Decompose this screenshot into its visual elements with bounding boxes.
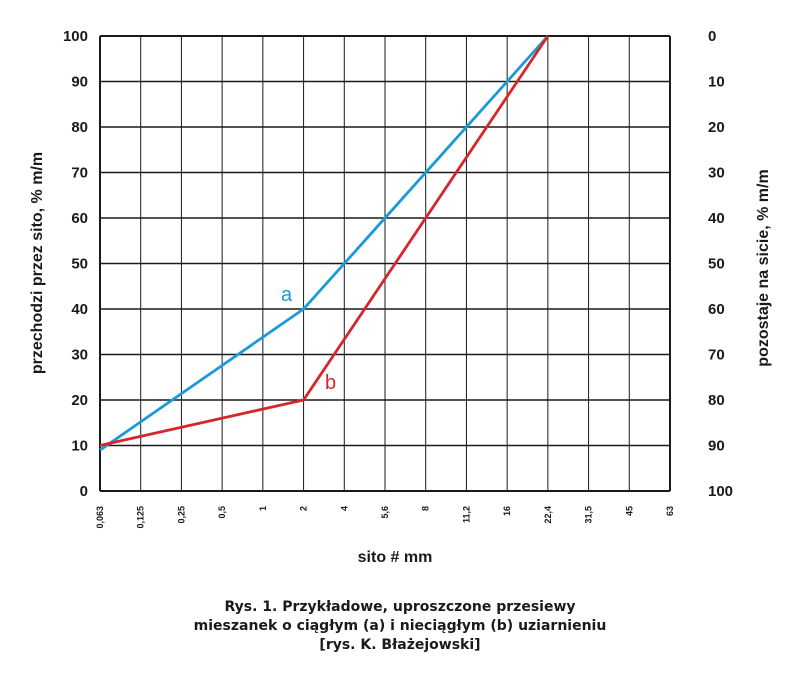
y-tick-label-right: 0: [708, 28, 716, 45]
figure-caption: Rys. 1. Przykładowe, uproszczone przesie…: [0, 598, 800, 655]
series-line-a: [99, 35, 549, 452]
x-tick-label: 0,063: [95, 506, 105, 529]
y-axis-right-title: pozostaje na sicie, % m/m: [755, 169, 772, 366]
x-tick-label: 0,5: [217, 506, 227, 519]
y-tick-label-right: 100: [708, 483, 733, 500]
series-label-a: a: [281, 284, 293, 306]
x-tick-label: 22,4: [543, 506, 553, 524]
y-tick-label: 0: [80, 483, 88, 500]
series-label-b: b: [325, 372, 336, 394]
x-axis-title: sito # mm: [358, 549, 433, 566]
y-tick-label: 10: [71, 438, 88, 455]
y-axis-title: przechodzi przez sito, % m/m: [29, 152, 46, 374]
y-tick-label: 70: [71, 165, 88, 182]
y-tick-label-right: 60: [708, 301, 725, 318]
x-tick-label: 31,5: [584, 506, 594, 524]
x-tick-label: 0,125: [136, 506, 146, 529]
x-tick-label: 16: [502, 506, 512, 516]
grid: [99, 35, 671, 492]
y-tick-label: 50: [71, 256, 88, 273]
x-tick-label: 2: [299, 506, 309, 511]
y-tick-label-right: 80: [708, 392, 725, 409]
caption-line-1: Rys. 1. Przykładowe, uproszczone przesie…: [224, 599, 576, 615]
y-tick-label-right: 90: [708, 438, 725, 455]
y-tick-label-right: 30: [708, 165, 725, 182]
series-lines: ab: [99, 35, 550, 452]
y-tick-label: 90: [71, 74, 88, 91]
y-tick-label: 20: [71, 392, 88, 409]
x-tick-label: 11,2: [461, 506, 471, 523]
caption-line-3: [rys. K. Błażejowski]: [319, 637, 481, 653]
y-tick-label: 80: [71, 119, 88, 136]
y-tick-label: 100: [63, 28, 88, 45]
y-tick-label-right: 20: [708, 119, 725, 136]
y-tick-label-right: 10: [708, 74, 725, 91]
y-tick-label-right: 70: [708, 347, 725, 364]
x-tick-label: 0,25: [176, 506, 186, 524]
x-tick-label: 1: [258, 506, 268, 511]
y-tick-label-right: 50: [708, 256, 725, 273]
series-line-b: [99, 35, 550, 447]
y-tick-label: 40: [71, 301, 88, 318]
x-tick-label: 45: [624, 506, 634, 516]
x-tick-label: 5,6: [380, 506, 390, 519]
x-tick-label: 8: [421, 506, 431, 511]
caption-line-2: mieszanek o ciągłym (a) i nieciągłym (b)…: [193, 618, 607, 634]
x-tick-label: 63: [665, 506, 675, 516]
x-tick-label: 4: [339, 506, 349, 511]
y-tick-label: 30: [71, 347, 88, 364]
y-tick-label: 60: [71, 210, 88, 227]
y-tick-label-right: 40: [708, 210, 725, 227]
